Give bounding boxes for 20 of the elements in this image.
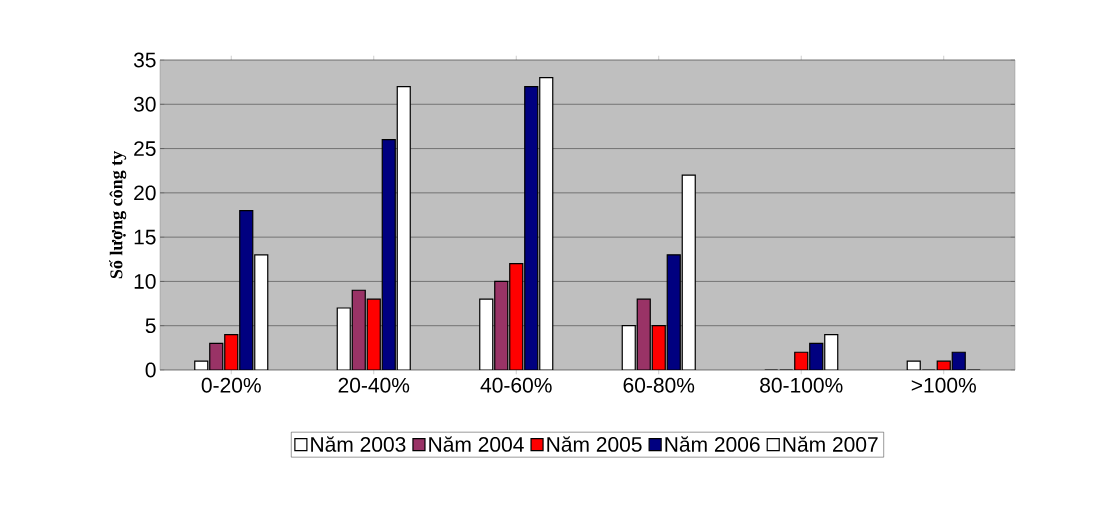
x-tick-label: 0-20% [201, 377, 261, 393]
x-tick-label: 60-80% [623, 377, 695, 393]
x-tick-label: 80-100% [760, 377, 843, 393]
y-tick-label: 5 [145, 318, 156, 334]
legend-label: Năm 2005 [547, 436, 642, 452]
y-axis-title: Số lượng công ty [109, 151, 127, 279]
x-tick-label: >100% [911, 377, 976, 393]
legend-label: Năm 2003 [311, 436, 406, 452]
y-tick-label: 20 [134, 185, 156, 201]
x-tick-label: 40-60% [480, 377, 552, 393]
legend-label: Năm 2006 [665, 436, 760, 452]
y-tick-label: 10 [134, 273, 156, 289]
y-tick-label: 15 [134, 229, 156, 245]
y-tick-label: 30 [133, 96, 156, 112]
legend-label: Năm 2007 [783, 436, 878, 452]
y-tick-label: 0 [145, 362, 156, 378]
y-tick-label: 35 [133, 52, 156, 68]
y-tick-label: 25 [134, 141, 156, 156]
legend-label: Năm 2004 [429, 436, 524, 452]
x-tick-label: 20-40% [338, 377, 410, 393]
